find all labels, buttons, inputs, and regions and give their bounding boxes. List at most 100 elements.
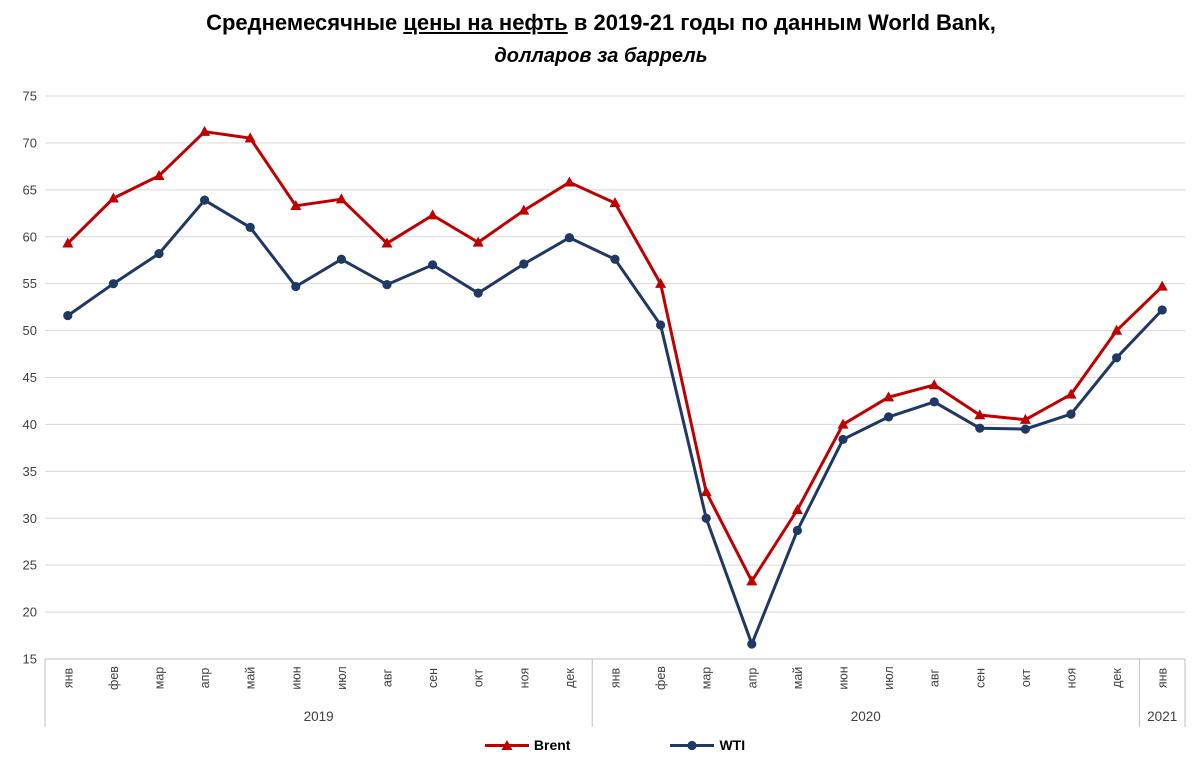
month-label: окт <box>1019 669 1033 688</box>
data-point-marker <box>609 197 621 208</box>
data-point-marker <box>928 379 940 390</box>
data-point-marker <box>563 176 575 187</box>
data-point-marker <box>838 434 848 445</box>
month-label: авг <box>381 668 395 687</box>
data-point-marker <box>837 418 849 429</box>
month-label: июл <box>882 666 896 689</box>
data-point-marker <box>472 236 484 247</box>
month-label: янв <box>609 667 623 688</box>
month-label: ноя <box>517 668 531 689</box>
data-point-marker <box>63 310 73 321</box>
data-point-marker <box>154 249 164 259</box>
y-tick-label: 45 <box>23 370 37 385</box>
y-axis-tick-labels: 15 20 25 30 35 40 45 50 55 60 65 70 75 <box>23 89 37 667</box>
title-prefix: Среднемесячные <box>206 10 404 35</box>
data-point-marker <box>701 513 711 523</box>
month-label: май <box>244 667 258 690</box>
gridlines <box>45 95 1185 660</box>
series-brent <box>62 125 1168 586</box>
data-point-marker <box>290 199 302 210</box>
data-point-marker <box>244 132 256 143</box>
data-point-marker <box>747 639 757 649</box>
month-label: июл <box>335 666 349 689</box>
data-point-marker <box>381 237 393 248</box>
month-label: янв <box>1156 667 1170 688</box>
data-point-marker <box>884 412 894 422</box>
data-point-marker <box>153 169 165 180</box>
month-label: апр <box>198 668 212 689</box>
month-label: янв <box>61 667 75 688</box>
data-point-marker <box>107 192 119 203</box>
y-tick-label: 65 <box>23 182 37 197</box>
month-label: мар <box>153 667 167 690</box>
data-point-marker <box>975 423 985 433</box>
year-group-labels: 2019 2020 2021 <box>44 659 1186 727</box>
data-point-marker <box>1020 424 1030 434</box>
data-point-marker <box>610 254 620 264</box>
data-point-marker <box>791 504 803 515</box>
month-label: сен <box>973 668 987 688</box>
data-point-marker <box>427 209 439 220</box>
data-point-marker <box>336 254 346 264</box>
y-tick-label: 40 <box>23 417 37 432</box>
series-wti <box>63 195 1167 649</box>
month-label: дек <box>1110 668 1124 688</box>
data-point-marker <box>1066 409 1076 419</box>
data-point-marker <box>62 237 74 248</box>
chart-subtitle: долларов за баррель <box>494 45 708 67</box>
data-point-marker <box>1111 324 1123 335</box>
data-point-marker <box>108 279 118 289</box>
data-point-marker <box>199 125 211 136</box>
y-tick-label: 70 <box>23 135 37 150</box>
month-label: окт <box>472 669 486 688</box>
data-point-marker <box>656 320 666 330</box>
data-point-marker <box>1065 388 1077 399</box>
y-tick-label: 25 <box>23 558 37 573</box>
y-tick-label: 60 <box>23 229 37 244</box>
data-point-marker <box>929 397 939 407</box>
x-axis-month-labels: янв фев мар апр май июн июл авг сен окт ноя дек янв ф… <box>61 666 1169 690</box>
legend-label-wti: WTI <box>719 737 746 753</box>
brent-line-marker-icon <box>484 739 529 750</box>
title-suffix: в 2019-21 годы по данным World Bank, <box>567 10 996 35</box>
wti-line-marker-icon <box>670 740 715 750</box>
year-label: 2021 <box>1147 709 1177 724</box>
data-point-marker <box>1019 413 1031 424</box>
year-label: 2019 <box>304 709 334 724</box>
data-point-marker <box>519 259 529 269</box>
y-tick-label: 55 <box>23 276 37 291</box>
month-label: фев <box>107 666 121 690</box>
data-point-marker <box>1156 280 1168 291</box>
data-point-marker <box>335 193 347 204</box>
month-label: ноя <box>1065 668 1079 689</box>
legend-item-brent: Brent <box>484 737 570 753</box>
month-label: мар <box>700 667 714 690</box>
month-label: апр <box>745 668 759 689</box>
data-point-marker <box>473 288 483 298</box>
month-label: фев <box>654 666 668 690</box>
y-tick-label: 15 <box>23 652 37 667</box>
y-tick-label: 75 <box>23 89 37 104</box>
data-point-marker <box>655 277 667 288</box>
year-label: 2020 <box>851 709 881 724</box>
data-point-marker <box>883 391 895 402</box>
month-label: дек <box>563 668 577 688</box>
data-point-marker <box>792 525 803 536</box>
data-point-marker <box>746 575 758 586</box>
month-label: июн <box>289 666 303 689</box>
data-point-marker <box>700 486 712 497</box>
month-label: авг <box>928 668 942 687</box>
data-point-marker <box>974 409 986 420</box>
month-label: май <box>791 667 805 690</box>
data-point-marker <box>1112 353 1122 363</box>
legend-item-wti: WTI <box>670 737 745 753</box>
data-point-marker <box>518 204 530 215</box>
title-underlined-part: цены на нефть <box>403 10 568 35</box>
series-line <box>66 198 1164 649</box>
y-tick-label: 30 <box>23 511 37 526</box>
month-label: июн <box>837 666 851 689</box>
chart-legend: Brent WTI <box>14 737 1202 753</box>
data-point-marker <box>200 195 210 205</box>
